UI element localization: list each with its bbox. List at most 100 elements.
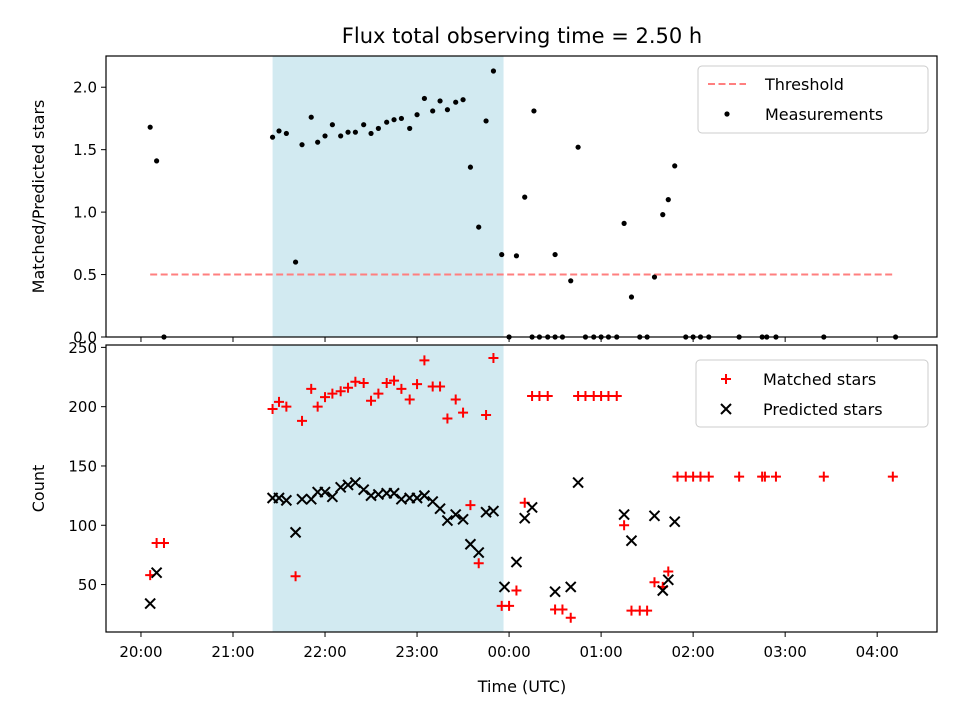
legend-predicted-swatch xyxy=(720,403,732,415)
matched-point xyxy=(343,382,354,393)
y-tick-label: 50 xyxy=(78,576,97,594)
predicted-point xyxy=(526,501,538,514)
measurement-point xyxy=(430,108,436,114)
measurement-point xyxy=(154,158,160,164)
measurement-point xyxy=(329,122,335,128)
measurement-point xyxy=(269,134,276,140)
predicted-point xyxy=(296,493,308,505)
predicted-point xyxy=(657,584,669,597)
matched-point xyxy=(297,415,308,426)
predicted-point xyxy=(280,494,293,507)
measurement-point xyxy=(660,212,666,218)
y-tick-label: 100 xyxy=(68,517,97,535)
matched-point xyxy=(458,407,469,418)
y-tick-label: 150 xyxy=(68,457,97,475)
legend-predicted-label: Predicted stars xyxy=(763,400,883,419)
measurement-point xyxy=(575,144,581,150)
measurement-point xyxy=(375,125,381,132)
matched-point xyxy=(327,388,338,399)
y-axis-label: Count xyxy=(29,465,48,513)
legend-threshold-label: Threshold xyxy=(764,75,844,94)
matched-point xyxy=(312,401,323,412)
matched-point xyxy=(619,520,630,531)
predicted-point xyxy=(144,597,156,610)
matched-point xyxy=(320,392,331,403)
y-axis-label: Matched/Predicted stars xyxy=(29,100,48,294)
matched-point xyxy=(396,383,407,394)
measurement-point xyxy=(322,133,328,139)
measurement-point xyxy=(628,294,635,300)
y-tick-label: 200 xyxy=(68,398,97,416)
x-tick-label: 23:00 xyxy=(395,643,438,661)
y-tick-label: 0.5 xyxy=(73,266,97,284)
measurement-point xyxy=(476,224,482,230)
y-tick-label: 0.0 xyxy=(73,329,97,347)
matched-point xyxy=(557,604,568,615)
predicted-point xyxy=(549,585,561,598)
matched-point xyxy=(350,376,361,387)
legend-measurements-label: Measurements xyxy=(765,105,883,124)
matched-point xyxy=(504,600,515,611)
matched-point xyxy=(565,612,576,623)
predicted-point xyxy=(388,487,400,499)
x-tick-label: 02:00 xyxy=(672,643,715,661)
matched-point xyxy=(649,577,660,588)
matched-point xyxy=(734,471,745,482)
plot-frame xyxy=(105,344,938,633)
measurement-point xyxy=(276,128,282,134)
matched-point xyxy=(366,395,377,406)
measurement-point xyxy=(665,197,671,203)
measurement-point xyxy=(147,124,153,130)
measurement-point xyxy=(407,125,413,132)
predicted-point xyxy=(441,514,454,527)
measurement-point xyxy=(368,130,374,137)
matched-point xyxy=(759,471,770,482)
matched-point xyxy=(542,390,553,401)
predicted-point xyxy=(457,513,469,526)
matched-point xyxy=(770,471,781,482)
x-tick-label: 03:00 xyxy=(764,643,807,661)
measurement-point xyxy=(352,129,358,135)
predicted-point xyxy=(669,515,681,528)
predicted-point xyxy=(565,581,577,593)
matched-point xyxy=(274,396,285,407)
matched-point xyxy=(290,571,301,582)
measurement-point xyxy=(315,139,321,145)
legend-matched-label: Matched stars xyxy=(763,370,876,389)
predicted-point xyxy=(648,510,661,522)
matched-point xyxy=(887,471,898,482)
matched-point xyxy=(481,409,492,420)
matched-point xyxy=(358,377,369,388)
measurement-point xyxy=(460,97,466,103)
measurement-point xyxy=(483,118,489,124)
measurement-point xyxy=(490,68,497,74)
measurement-point xyxy=(522,194,528,200)
ratio-panel: 0.0 0.5 1.0 1.5 2.0 Matched/Predicted stars Th… xyxy=(29,55,938,347)
predicted-point xyxy=(662,574,674,586)
predicted-point xyxy=(319,486,331,498)
predicted-point xyxy=(487,505,500,517)
matched-point xyxy=(663,566,674,577)
x-tick-label: 21:00 xyxy=(211,643,254,661)
measurement-point xyxy=(444,107,451,113)
matched-point xyxy=(419,355,430,366)
matched-point xyxy=(335,386,346,397)
x-axis-label: Time (UTC) xyxy=(477,677,566,696)
measurement-point xyxy=(621,220,627,226)
predicted-point xyxy=(411,492,423,504)
predicted-point xyxy=(449,508,462,521)
measurement-point xyxy=(361,122,367,128)
matched-point xyxy=(642,605,653,616)
matched-point xyxy=(158,538,169,549)
predicted-point xyxy=(625,534,638,547)
matched-point xyxy=(404,394,415,405)
matched-point xyxy=(450,394,461,405)
measurement-point xyxy=(453,99,459,105)
matched-point xyxy=(473,558,484,569)
matched-point xyxy=(381,377,392,388)
predicted-point xyxy=(342,479,354,491)
predicted-point xyxy=(572,476,584,489)
measurement-point xyxy=(467,164,474,170)
x-tick-label: 20:00 xyxy=(119,643,162,661)
